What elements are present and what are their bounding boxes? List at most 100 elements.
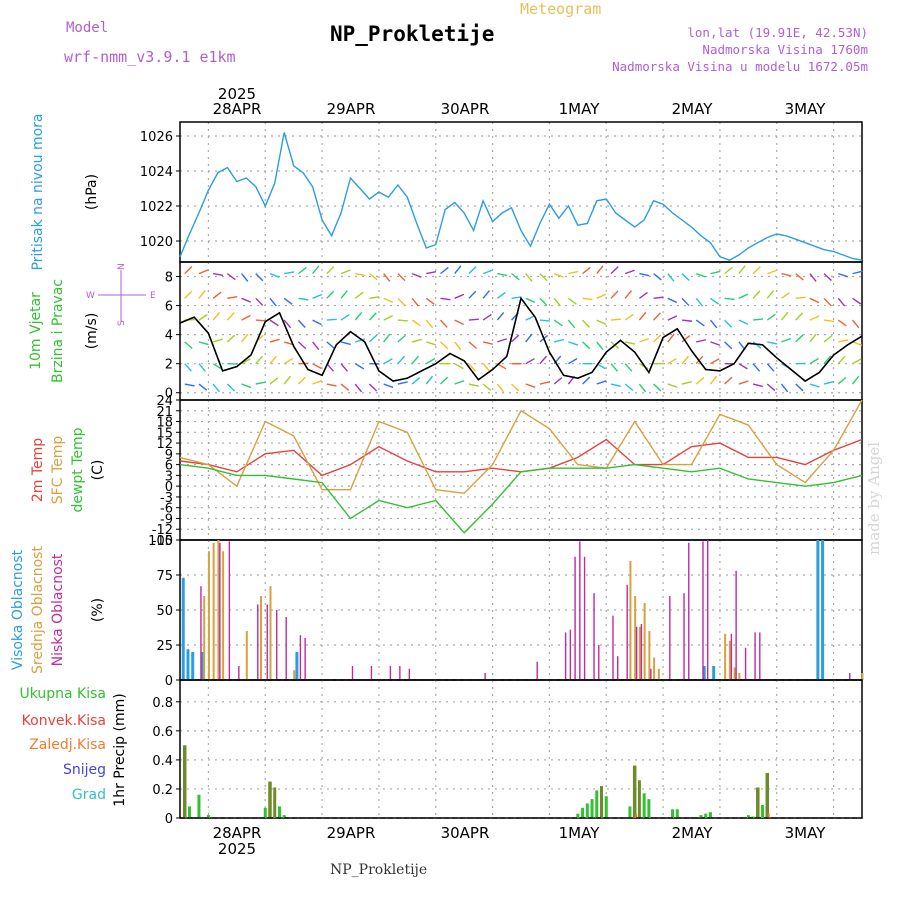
wind-arrow xyxy=(823,380,834,385)
y-tick-label: 2 xyxy=(165,358,173,373)
wind-arrow xyxy=(710,297,720,305)
wind-arrow xyxy=(766,313,776,321)
wind-arrow xyxy=(766,290,775,299)
wind-arrow xyxy=(795,296,806,300)
wind-arrow xyxy=(411,319,421,327)
wind-arrow xyxy=(255,297,264,306)
bar-niska-oblacnost xyxy=(389,666,392,680)
wind-arrow xyxy=(525,297,536,303)
wind-arrow xyxy=(525,273,533,282)
wind-arrow xyxy=(638,291,648,299)
wind-arrow xyxy=(752,266,761,275)
wind-arrow xyxy=(568,358,578,365)
wind-arrow xyxy=(241,314,251,321)
bar-niska-oblacnost xyxy=(408,668,411,680)
wind-arrow xyxy=(582,376,591,385)
top-day-label: 30APR xyxy=(441,100,490,118)
y-tick-label: 0.4 xyxy=(152,754,173,769)
bar-srednja-oblacnost xyxy=(222,551,225,680)
wind-arrow xyxy=(525,315,536,321)
wind-arrow xyxy=(553,272,564,278)
wind-arrow xyxy=(624,383,634,391)
wind-arrow xyxy=(454,363,464,370)
bar-srednja-oblacnost xyxy=(629,561,632,680)
bar-niska-oblacnost xyxy=(579,541,581,680)
bar-srednja-oblacnost xyxy=(738,673,741,680)
wind-arrow xyxy=(653,383,662,392)
wind-arrow xyxy=(738,319,749,325)
meteogram-label: Meteogram xyxy=(520,0,602,18)
wind-arrow xyxy=(297,266,307,275)
bar-ukupna-kisa xyxy=(581,807,585,818)
cloud-unit: (%) xyxy=(90,598,106,622)
bar-ukupna-kisa xyxy=(647,799,651,818)
wind-arrow xyxy=(696,339,707,343)
y-tick-label: 0.8 xyxy=(152,696,173,711)
wind-arrow xyxy=(766,363,775,372)
wind-arrow xyxy=(269,355,278,365)
bar-srednja-oblacnost xyxy=(861,673,864,680)
wind-arrow xyxy=(397,355,405,365)
wind-arrow xyxy=(411,338,422,343)
wind-arrow xyxy=(369,273,378,281)
wind-arrow xyxy=(852,270,863,275)
wind-arrow xyxy=(255,381,266,385)
bar-ukupna-kisa xyxy=(642,793,646,818)
bottom-day-label: 2MAY xyxy=(672,824,714,842)
wind-arrow xyxy=(397,297,406,306)
wind-arrow xyxy=(454,380,465,385)
footer-station: NP_Prokletije xyxy=(330,862,428,878)
station-title: NP_Prokletije xyxy=(330,22,495,46)
wind-arrow xyxy=(710,341,721,346)
wind-arrow xyxy=(624,313,634,321)
wind-arrow xyxy=(340,341,351,346)
wind-arrow xyxy=(752,341,762,349)
wind-arrow xyxy=(809,273,817,282)
bar-ukupna-kisa xyxy=(595,790,599,818)
wind-arrow xyxy=(269,272,280,278)
y-tick-label: 21 xyxy=(156,405,173,420)
wind-arrow xyxy=(553,319,563,327)
wind-arrow xyxy=(567,319,576,329)
y-tick-label: 0 xyxy=(165,387,173,402)
wind-arrow xyxy=(837,355,846,365)
wind-arrow xyxy=(667,333,675,343)
wind-arrow xyxy=(852,297,862,305)
wind-arrow xyxy=(539,319,550,322)
wind-arrow xyxy=(795,383,804,392)
y-tick-label: 15 xyxy=(156,426,173,441)
wind-arrow xyxy=(297,319,306,328)
wind-arrow xyxy=(596,380,607,385)
panel-frame xyxy=(179,261,863,401)
wind-arrow xyxy=(326,318,337,321)
bar-konvek-kisa xyxy=(756,787,760,818)
bar-visoka-oblacnost xyxy=(295,652,299,680)
wind-arrow xyxy=(610,266,619,275)
series-line-2m-temp xyxy=(179,438,863,477)
bar-konvek-kisa xyxy=(268,781,272,818)
wind-arrow xyxy=(212,363,222,370)
top-day-label: 1MAY xyxy=(559,100,601,118)
bar-niska-oblacnost xyxy=(238,666,240,680)
bar-srednja-oblacnost xyxy=(648,631,651,680)
wind-arrow xyxy=(582,341,591,350)
wind-arrow xyxy=(426,271,437,275)
wind-arrow xyxy=(326,341,335,349)
wind-arrow xyxy=(567,297,577,305)
wind-arrow xyxy=(212,383,220,393)
bar-konvek-kisa xyxy=(632,765,637,818)
bottom-day-label: 3MAY xyxy=(785,824,827,842)
bar-srednja-oblacnost xyxy=(728,640,731,680)
wind-arrow xyxy=(212,291,222,299)
wind-arrow xyxy=(553,297,562,307)
wind-arrow xyxy=(724,266,733,275)
bar-niska-oblacnost xyxy=(735,570,737,680)
wind-arrow xyxy=(439,319,448,328)
wind-arrow xyxy=(851,375,860,385)
wind-arrow xyxy=(696,272,706,278)
wind-arrow xyxy=(667,357,677,365)
bar-ukupna-kisa xyxy=(576,813,580,818)
wind-arrow xyxy=(823,335,833,343)
wind-arrow xyxy=(738,293,749,299)
bar-niska-oblacnost xyxy=(583,556,586,680)
